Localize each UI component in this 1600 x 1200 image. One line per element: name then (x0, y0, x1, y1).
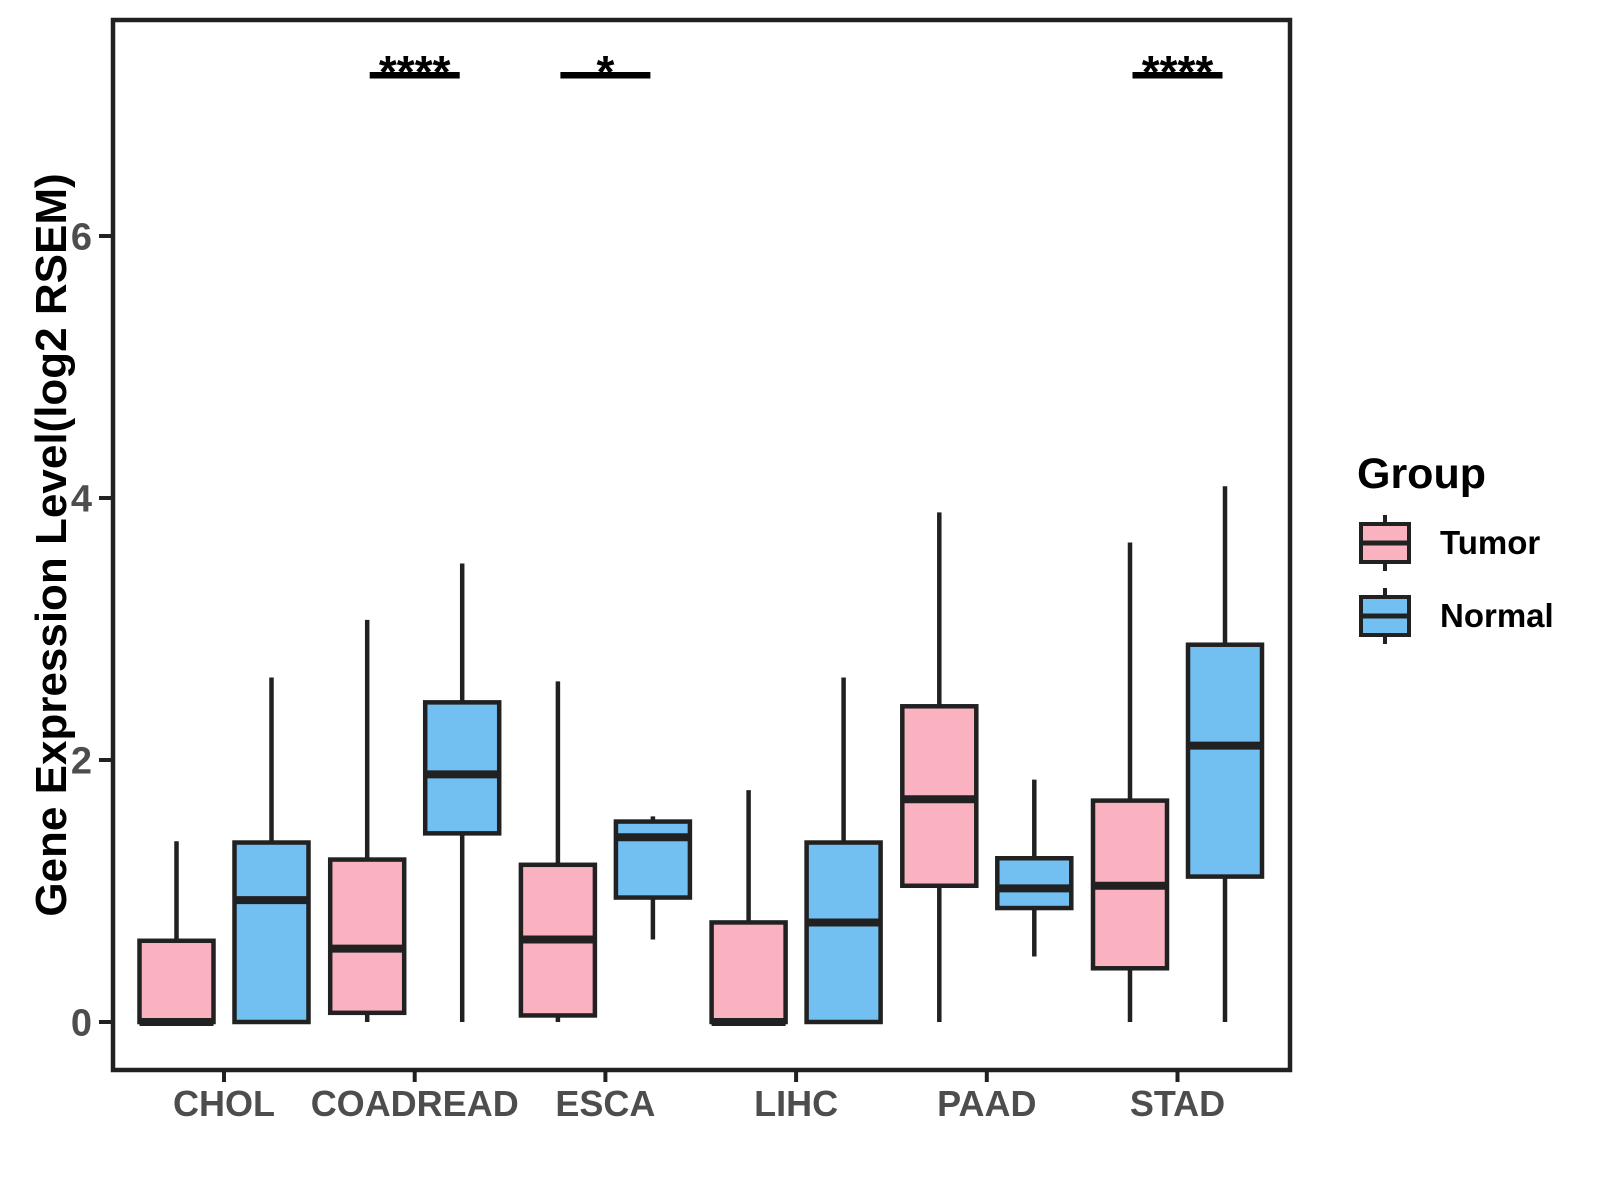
legend-entry-tumor: Tumor (1357, 513, 1554, 573)
x-tick-label-lihc: LIHC (754, 1083, 838, 1124)
legend-entry-normal: Normal (1357, 586, 1554, 646)
legend-title: Group (1357, 450, 1486, 498)
box-normal-coadread (422, 700, 502, 836)
tumor-boxplot-key-icon (1359, 515, 1411, 571)
y-tick-label: 6 (71, 217, 92, 259)
significance-bar-esca (560, 72, 651, 79)
y-tick-label: 0 (71, 1003, 92, 1045)
x-tick-label-esca: ESCA (555, 1083, 655, 1124)
legend-label-normal: Normal (1440, 597, 1554, 634)
significance-bar-coadread (369, 72, 460, 79)
y-tick-label: 4 (71, 479, 92, 521)
box-normal-stad (1185, 642, 1265, 879)
box-tumor-lihc (709, 920, 788, 1025)
normal-boxplot-key-icon (1359, 588, 1411, 644)
x-tick-label-coadread: COADREAD (311, 1083, 519, 1124)
x-tick-label-chol: CHOL (173, 1083, 275, 1124)
box-tumor-coadread (327, 857, 407, 1016)
box-normal-chol (232, 840, 311, 1025)
significance-bar-stad (1132, 72, 1223, 79)
box-normal-lihc (804, 840, 883, 1025)
legend-label-tumor: Tumor (1440, 524, 1541, 561)
x-tick-label-stad: STAD (1130, 1083, 1225, 1124)
legend: Group Tumor Normal (1357, 450, 1554, 659)
y-axis-title: Gene Expression Level(log2 RSEM) (27, 173, 76, 917)
y-tick-label: 2 (71, 741, 92, 783)
box-normal-esca (613, 819, 693, 900)
panel-border (110, 17, 1293, 1073)
x-tick-label-paad: PAAD (937, 1083, 1036, 1124)
box-normal-paad (995, 856, 1074, 911)
box-tumor-chol (137, 938, 216, 1025)
